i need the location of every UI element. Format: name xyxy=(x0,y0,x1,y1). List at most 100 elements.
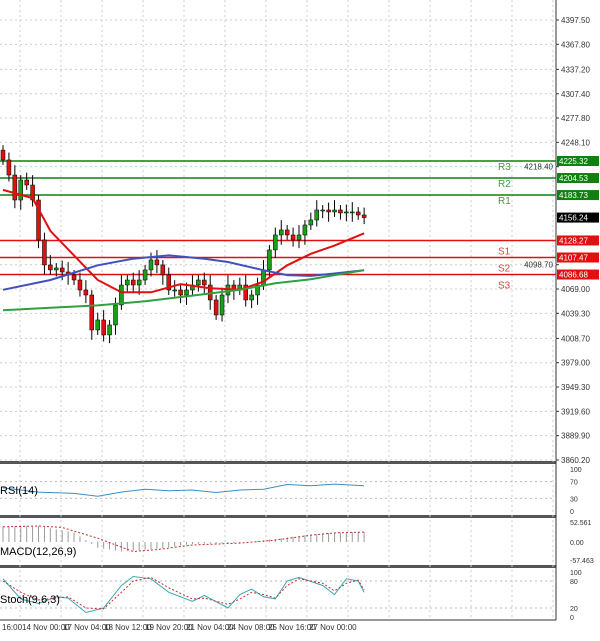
macd-signal-line xyxy=(2,525,365,553)
candle xyxy=(154,250,160,274)
moving-average-line-0 xyxy=(2,188,365,294)
candle xyxy=(338,205,343,220)
candle-body xyxy=(107,324,112,336)
candle xyxy=(278,220,284,245)
panel-separator xyxy=(0,461,556,464)
candle xyxy=(107,320,112,344)
candle-body xyxy=(166,274,172,291)
macd-tick-label: 0.00 xyxy=(570,540,584,547)
time-tick-label: 24 Nov 08:00 xyxy=(227,623,275,632)
candle-body xyxy=(249,294,254,301)
candle xyxy=(136,270,142,295)
level-label-s3: S3 xyxy=(498,281,511,292)
price-tick-label: 3919.60 xyxy=(561,407,590,416)
level-price-tag xyxy=(557,252,599,263)
rsi-line xyxy=(2,483,365,497)
macd-tick-label: 52.561 xyxy=(570,520,592,527)
candle-body xyxy=(320,209,325,212)
level-price-tag xyxy=(557,155,599,166)
price-tick-label: 4397.50 xyxy=(561,16,590,25)
moving-average-line-1 xyxy=(2,254,365,291)
candle xyxy=(0,145,6,165)
price-tick-label: 4039.30 xyxy=(561,309,590,318)
candle-body xyxy=(326,209,331,213)
candle-body xyxy=(178,289,183,296)
candle-body xyxy=(42,239,47,266)
candle-body xyxy=(284,229,290,236)
candle xyxy=(326,202,331,222)
candle-body xyxy=(18,179,24,201)
stoch-tick-label: 80 xyxy=(570,579,578,586)
candle-body xyxy=(48,264,53,271)
candle-body xyxy=(344,211,349,214)
candle-body xyxy=(338,209,343,214)
candle-body xyxy=(202,279,207,286)
candle-body xyxy=(213,299,219,316)
candle xyxy=(178,285,183,304)
candle xyxy=(350,202,355,222)
candle xyxy=(125,275,130,292)
candle xyxy=(202,272,207,294)
level-label-s2: S2 xyxy=(498,264,511,275)
level-price-tag-label: 4107.47 xyxy=(559,254,588,263)
rsi-tick-label: 30 xyxy=(570,496,578,503)
candle-body xyxy=(54,267,59,271)
price-tick-label: 4069.00 xyxy=(561,285,590,294)
candle-body xyxy=(160,264,166,276)
time-tick-label: 17 Nov 04:00 xyxy=(63,623,111,632)
candle-body xyxy=(12,174,18,201)
level-price-tag xyxy=(557,235,599,246)
candle xyxy=(308,212,314,230)
candle-body xyxy=(350,211,355,214)
price-tick-label: 3860.20 xyxy=(561,456,590,465)
level-price-tag xyxy=(557,269,599,280)
level-price-tag xyxy=(557,190,599,201)
candle-body xyxy=(101,319,106,336)
time-tick-label: 16:00 xyxy=(2,623,23,632)
candle xyxy=(344,204,349,222)
candle xyxy=(213,295,219,320)
candle-body xyxy=(154,259,160,266)
candle-body xyxy=(255,284,260,296)
level-label-r1: R1 xyxy=(498,196,511,207)
candle-body xyxy=(142,269,148,281)
candle-body xyxy=(71,274,77,281)
candle-body xyxy=(130,279,136,286)
candle xyxy=(273,227,278,259)
candle xyxy=(314,200,320,227)
price-tick-label: 4248.10 xyxy=(561,138,590,147)
candle-body xyxy=(136,279,142,286)
price-tick-label: 3949.30 xyxy=(561,383,590,392)
candle xyxy=(89,290,95,340)
candle xyxy=(95,312,100,335)
rsi-tick-label: 70 xyxy=(570,480,578,487)
panel-1 xyxy=(0,464,556,515)
candle xyxy=(83,280,89,304)
candle xyxy=(101,310,106,342)
candle xyxy=(302,220,308,245)
candle xyxy=(284,225,290,240)
price-tick-label: 4307.40 xyxy=(561,90,590,99)
macd-label: MACD(12,26,9) xyxy=(0,546,76,558)
candle-body xyxy=(95,319,100,331)
candle-body xyxy=(148,259,154,271)
candle xyxy=(77,272,83,297)
moving-average-line-2 xyxy=(2,269,365,312)
candle-body xyxy=(24,179,29,186)
level-price-tag-label: 4204.53 xyxy=(559,174,588,183)
candle-body xyxy=(184,289,189,296)
level-price-tag-label: 4086.68 xyxy=(559,271,588,280)
stoch-main-line xyxy=(2,575,365,614)
candle-body xyxy=(314,209,320,221)
candle-body xyxy=(267,249,272,271)
panel-3 xyxy=(0,568,556,620)
candle-body xyxy=(361,214,367,218)
candle-body xyxy=(77,279,83,291)
candle xyxy=(290,227,296,247)
candle-body xyxy=(196,279,201,286)
candle-body xyxy=(290,234,296,241)
candle-body xyxy=(6,159,12,176)
candle xyxy=(42,232,47,275)
candle xyxy=(54,263,59,277)
